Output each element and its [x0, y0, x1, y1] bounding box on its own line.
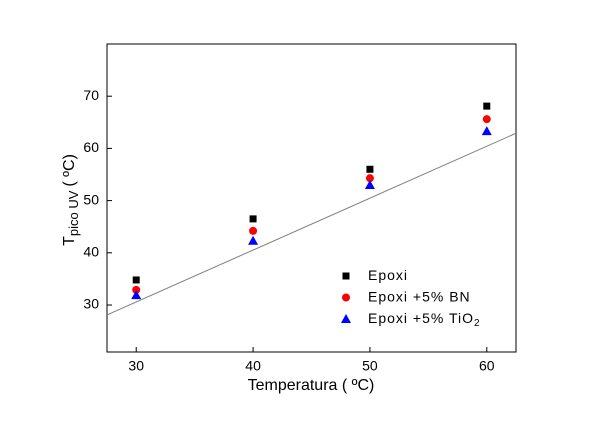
- legend-label: Epoxi +5% TiO2: [368, 310, 481, 329]
- legend-name: Epoxi +5% BN: [368, 288, 471, 304]
- x-axis-label: Temperatura ( ºC): [248, 377, 375, 394]
- x-tick-label: 50: [362, 358, 378, 374]
- fit-line: [106, 132, 517, 316]
- point: [132, 285, 141, 294]
- point: [131, 290, 142, 300]
- point: [248, 235, 259, 245]
- point: [132, 276, 140, 284]
- x-tick-label: 60: [479, 358, 495, 374]
- point: [483, 102, 491, 110]
- x-tick-label: 40: [245, 358, 261, 374]
- y-tick-label: 70: [83, 87, 99, 103]
- y-label-sub: pico UV: [66, 190, 81, 236]
- point: [481, 126, 492, 136]
- point: [364, 179, 375, 189]
- y-tick-label: 50: [83, 191, 99, 207]
- legend-label: Epoxi: [368, 267, 408, 283]
- legend-marker: [342, 293, 350, 302]
- point: [482, 115, 491, 124]
- point: [365, 174, 374, 183]
- legend-marker: [342, 272, 350, 280]
- point: [249, 226, 258, 235]
- y-axis-label: Tpico UV ( ºC): [61, 154, 81, 246]
- legend-name: Epoxi +5% TiO: [368, 310, 474, 326]
- point: [366, 165, 374, 173]
- point: [249, 215, 257, 223]
- y-label-unit: ( ºC): [61, 154, 78, 187]
- x-tick-label: 30: [128, 358, 144, 374]
- legend-name-sub: 2: [474, 318, 481, 329]
- legend-marker: [341, 314, 351, 323]
- y-tick-label: 60: [83, 139, 99, 155]
- y-tick-label: 30: [83, 296, 99, 312]
- y-tick-label: 40: [83, 244, 99, 260]
- y-label-main: T: [61, 236, 78, 246]
- legend-name: Epoxi: [368, 267, 408, 283]
- plot-frame: [106, 43, 517, 353]
- legend-label: Epoxi +5% BN: [368, 288, 471, 304]
